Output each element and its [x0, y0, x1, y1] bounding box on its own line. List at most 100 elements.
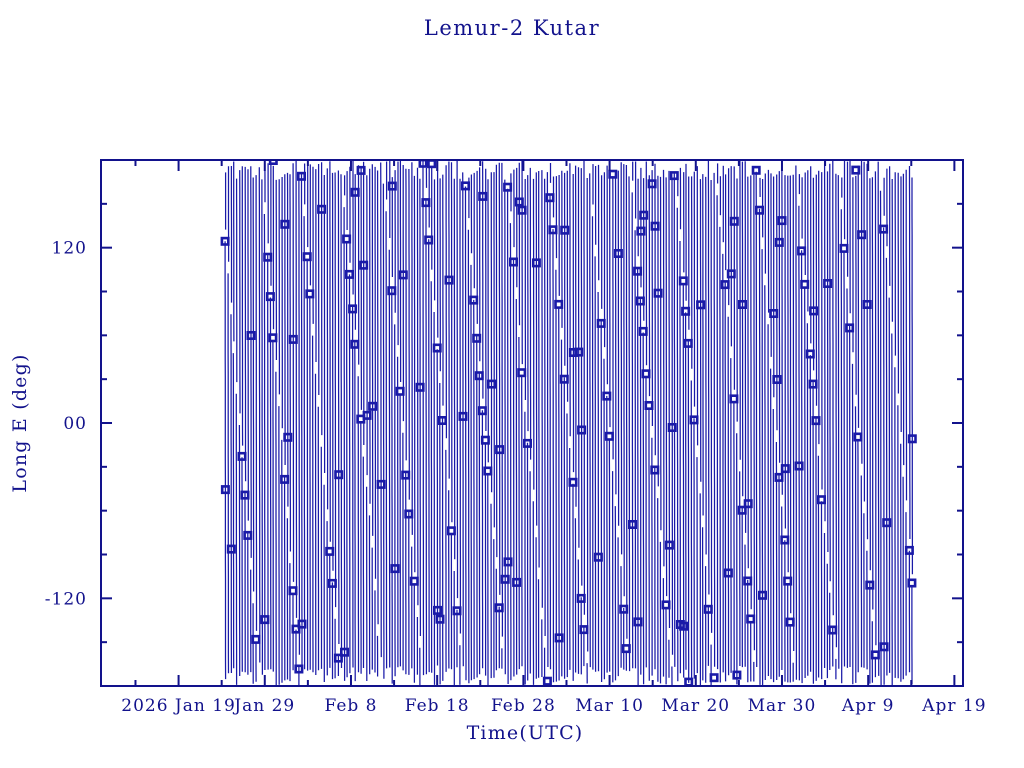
track-point-marker [288, 586, 298, 596]
track-point-marker [678, 276, 688, 286]
track-point-marker [486, 379, 496, 389]
track-segment [625, 165, 628, 639]
track-segment [462, 172, 464, 667]
track-point-marker [639, 210, 649, 220]
track-point-marker [746, 614, 756, 624]
track-segment [710, 180, 713, 633]
track-point-marker [296, 171, 306, 181]
track-point-marker [333, 653, 343, 663]
track-point-marker [577, 425, 587, 435]
track-segment [343, 207, 346, 681]
track-point-marker [777, 216, 787, 226]
track-point-marker [240, 490, 250, 500]
track-segment [543, 178, 546, 636]
track-point-marker [421, 198, 431, 208]
track-point-marker [297, 619, 307, 629]
track-point-marker [415, 382, 425, 392]
track-point-marker [268, 333, 278, 343]
track-point-marker [517, 205, 527, 215]
track-point-marker [435, 614, 445, 624]
track-point-marker [769, 308, 779, 318]
x-tick-label: Apr 9 [841, 696, 895, 716]
track-segment [263, 213, 266, 670]
track-point-marker [348, 304, 358, 314]
track-segment [636, 267, 639, 686]
track-point-marker [853, 432, 863, 442]
track-segment [747, 176, 749, 569]
track-segment [376, 170, 379, 625]
track-point-marker [647, 179, 657, 189]
track-point-marker [604, 431, 614, 441]
track-point-marker [641, 369, 651, 379]
track-point-marker [263, 252, 273, 262]
track-point-marker [334, 470, 344, 480]
track-point-marker [650, 465, 660, 475]
track-segment [345, 241, 348, 678]
track-point-marker [305, 289, 315, 299]
track-point-marker [260, 615, 270, 625]
track-point-marker [596, 318, 606, 328]
track-point-marker [342, 234, 352, 244]
track-point-marker [517, 368, 527, 378]
track-point-marker [904, 545, 914, 555]
track-point-marker [280, 219, 290, 229]
track-point-marker [424, 235, 434, 245]
track-point-marker [444, 275, 454, 285]
track-point-marker [851, 165, 861, 175]
track-point-marker [754, 205, 764, 215]
x-tick-label: Apr 19 [921, 696, 986, 716]
track-point-marker [362, 410, 372, 420]
track-point-marker [427, 160, 437, 169]
track-point-marker [404, 509, 414, 519]
track-point-marker [579, 625, 589, 635]
track-point-marker [390, 564, 400, 574]
track-point-marker [845, 323, 855, 333]
track-point-marker [432, 605, 442, 615]
track-point-marker [368, 401, 378, 411]
track-segment [879, 190, 882, 686]
track-segment [385, 211, 388, 669]
track-segment [800, 250, 803, 684]
track-point-marker [483, 466, 493, 476]
track-point-marker [785, 617, 795, 627]
track-point-marker [472, 333, 482, 343]
track-segment [832, 160, 834, 616]
track-point-marker [437, 415, 447, 425]
track-segment [428, 239, 430, 673]
track-point-marker [401, 470, 411, 480]
track-point-marker [608, 169, 618, 179]
track-point-marker [635, 296, 645, 306]
track-group [220, 160, 917, 686]
track-point-marker [574, 347, 584, 357]
track-segment [874, 171, 877, 646]
track-segment [716, 195, 719, 670]
track-point-marker [636, 226, 646, 236]
track-point-marker [302, 252, 312, 262]
track-point-marker [757, 590, 767, 600]
track-point-marker [288, 334, 298, 344]
track-point-marker [243, 530, 253, 540]
track-segment [798, 205, 801, 681]
track-segment [877, 161, 880, 676]
track-point-marker [828, 625, 838, 635]
track-segment [713, 172, 716, 667]
track-point-marker [772, 374, 782, 384]
track-segment [549, 194, 552, 670]
page-title: Lemur-2 Kutar [423, 16, 601, 40]
track-point-marker [811, 416, 821, 426]
track-segment [586, 178, 589, 652]
track-point-marker [681, 306, 691, 316]
track-segment [755, 171, 758, 667]
x-tick-label: Mar 10 [575, 696, 644, 716]
track-segment [498, 162, 501, 595]
track-point-marker [751, 165, 761, 175]
track-segment [261, 179, 264, 675]
track-point-marker [729, 394, 739, 404]
track-point-marker [664, 540, 674, 550]
track-point-marker [780, 464, 790, 474]
track-point-marker [350, 187, 360, 197]
track-point-marker [576, 593, 586, 603]
x-tick-label: Feb 8 [324, 696, 377, 716]
track-point-marker [907, 578, 917, 588]
